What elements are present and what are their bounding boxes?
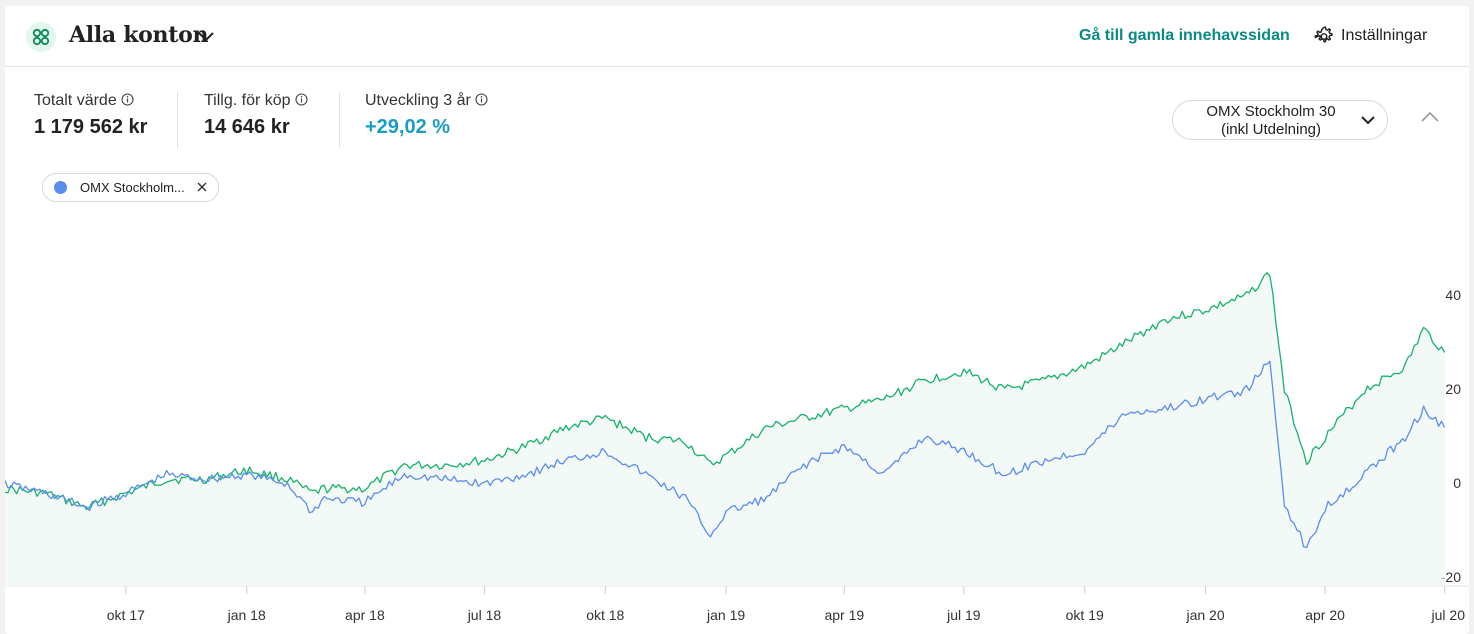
stat-value: +29,02 %	[365, 116, 451, 138]
accounts-grid-icon	[26, 22, 56, 52]
benchmark-chip-label: OMX Stockholm...	[80, 180, 185, 195]
x-tick-label: jan 19	[706, 607, 745, 623]
y-tick-label: 20	[1445, 381, 1461, 397]
x-tick-label: jul 20	[1431, 607, 1466, 623]
x-tick-label: jan 20	[1185, 607, 1224, 623]
benchmark-chip[interactable]: OMX Stockholm...	[42, 173, 219, 202]
stat-available-funds: Tillg. för köp 14 646 kr	[204, 92, 308, 139]
x-tick-label: okt 17	[107, 607, 145, 623]
gear-icon	[1314, 26, 1333, 43]
stat-development: Utveckling 3 år +29,02 %	[365, 92, 488, 139]
y-tick-label: 0	[1453, 475, 1461, 491]
account-selector-title[interactable]: Alla konton	[69, 22, 209, 48]
x-tick-label: apr 19	[824, 607, 864, 623]
chevron-up-icon[interactable]	[1419, 110, 1441, 124]
benchmark-select-line1: OMX Stockholm 30	[1206, 103, 1336, 120]
benchmark-select-line2: (inkl Utdelning)	[1220, 121, 1322, 138]
x-tick-label: okt 18	[586, 607, 624, 623]
x-tick-label: apr 18	[345, 607, 385, 623]
chevron-down-icon	[1361, 116, 1375, 125]
x-tick-label: okt 19	[1066, 607, 1104, 623]
benchmark-line	[5, 360, 1446, 549]
info-icon[interactable]	[121, 93, 134, 106]
stat-divider	[339, 92, 340, 148]
x-tick-label: jul 18	[467, 607, 502, 623]
stat-label: Totalt värde	[34, 92, 117, 109]
stat-total-value: Totalt värde 1 179 562 kr	[34, 92, 147, 139]
info-icon[interactable]	[294, 93, 308, 106]
holdings-card: Alla konton Gå till gamla innehavssidan …	[5, 6, 1469, 634]
settings-label: Inställningar	[1341, 27, 1428, 44]
stat-divider	[177, 92, 178, 148]
portfolio-area	[5, 272, 1445, 586]
stat-label: Utveckling 3 år	[365, 92, 471, 109]
benchmark-color-dot	[54, 181, 67, 194]
stat-label: Tillg. för köp	[204, 92, 291, 109]
x-tick-label: jan 18	[227, 607, 266, 623]
old-holdings-link[interactable]: Gå till gamla innehavssidan	[1079, 27, 1290, 44]
benchmark-select[interactable]: OMX Stockholm 30 (inkl Utdelning)	[1172, 100, 1388, 140]
portfolio-line	[5, 272, 1446, 511]
performance-chart: okt 17 jan 18 apr 18 jul 18 okt 18 jan 19 apr …	[5, 272, 1469, 623]
account-header: Alla konton Gå till gamla innehavssidan …	[5, 6, 1469, 67]
x-tick-label: jul 19	[946, 607, 981, 623]
y-tick-label: -20	[1441, 569, 1461, 585]
info-icon[interactable]	[475, 93, 488, 106]
stat-value: 1 179 562 kr	[34, 116, 148, 138]
y-tick-label: 40	[1445, 287, 1461, 303]
close-icon[interactable]	[196, 181, 208, 193]
x-tick-label: apr 20	[1305, 607, 1345, 623]
chevron-down-icon[interactable]	[195, 26, 217, 48]
stat-value: 14 646 kr	[204, 116, 290, 138]
